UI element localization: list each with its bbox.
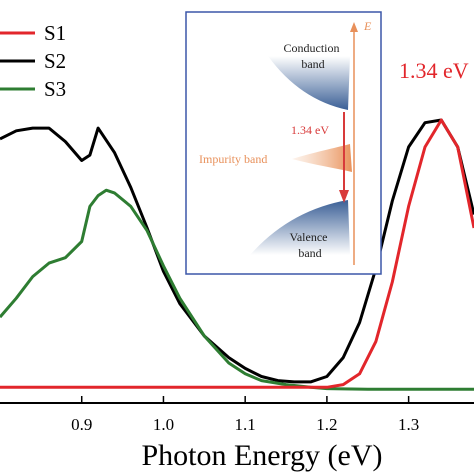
legend: S1 S2 S3: [0, 21, 66, 101]
series-layer: [0, 118, 474, 391]
impurity-band-label: Impurity band: [199, 152, 267, 166]
peak-annotation: 1.34 eV: [399, 58, 469, 83]
impurity-band-shape: [292, 144, 352, 172]
legend-label-s2: S2: [44, 49, 66, 73]
x-axis-title: Photon Energy (eV): [141, 439, 382, 472]
valence-band-label: Valence band: [290, 230, 331, 260]
valence-band-shape: [250, 200, 350, 255]
x-tick-label: 1.1: [235, 415, 256, 434]
series-line-s2: [0, 118, 474, 384]
legend-label-s1: S1: [44, 21, 66, 45]
conduction-label-line1: Conduction: [284, 41, 340, 55]
legend-label-s3: S3: [44, 77, 66, 101]
x-tick-label: 0.9: [71, 415, 92, 434]
energy-axis-arrowhead: [350, 22, 358, 32]
conduction-label-line2: band: [301, 57, 324, 71]
conduction-band-label: Conduction band: [284, 41, 343, 71]
transition-energy-label: 1.34 eV: [291, 123, 329, 137]
band-diagram-inset: E Conduction band 1.34 eV Impurity band …: [185, 11, 382, 275]
x-tick-label: 1.3: [398, 415, 419, 434]
x-tick-label: 1.0: [153, 415, 174, 434]
valence-label-line1: Valence: [290, 230, 328, 244]
plot-area: 0.9 1.0 1.1 1.2 1.3: [0, 118, 474, 434]
x-tick-label: 1.2: [316, 415, 337, 434]
valence-label-line2: band: [298, 246, 321, 260]
series-line-s1: [0, 118, 474, 389]
x-ticks: 0.9 1.0 1.1 1.2 1.3: [71, 396, 419, 434]
conduction-band-shape: [268, 56, 350, 110]
transition-arrowhead: [339, 190, 349, 203]
energy-axis-label: E: [363, 19, 372, 33]
